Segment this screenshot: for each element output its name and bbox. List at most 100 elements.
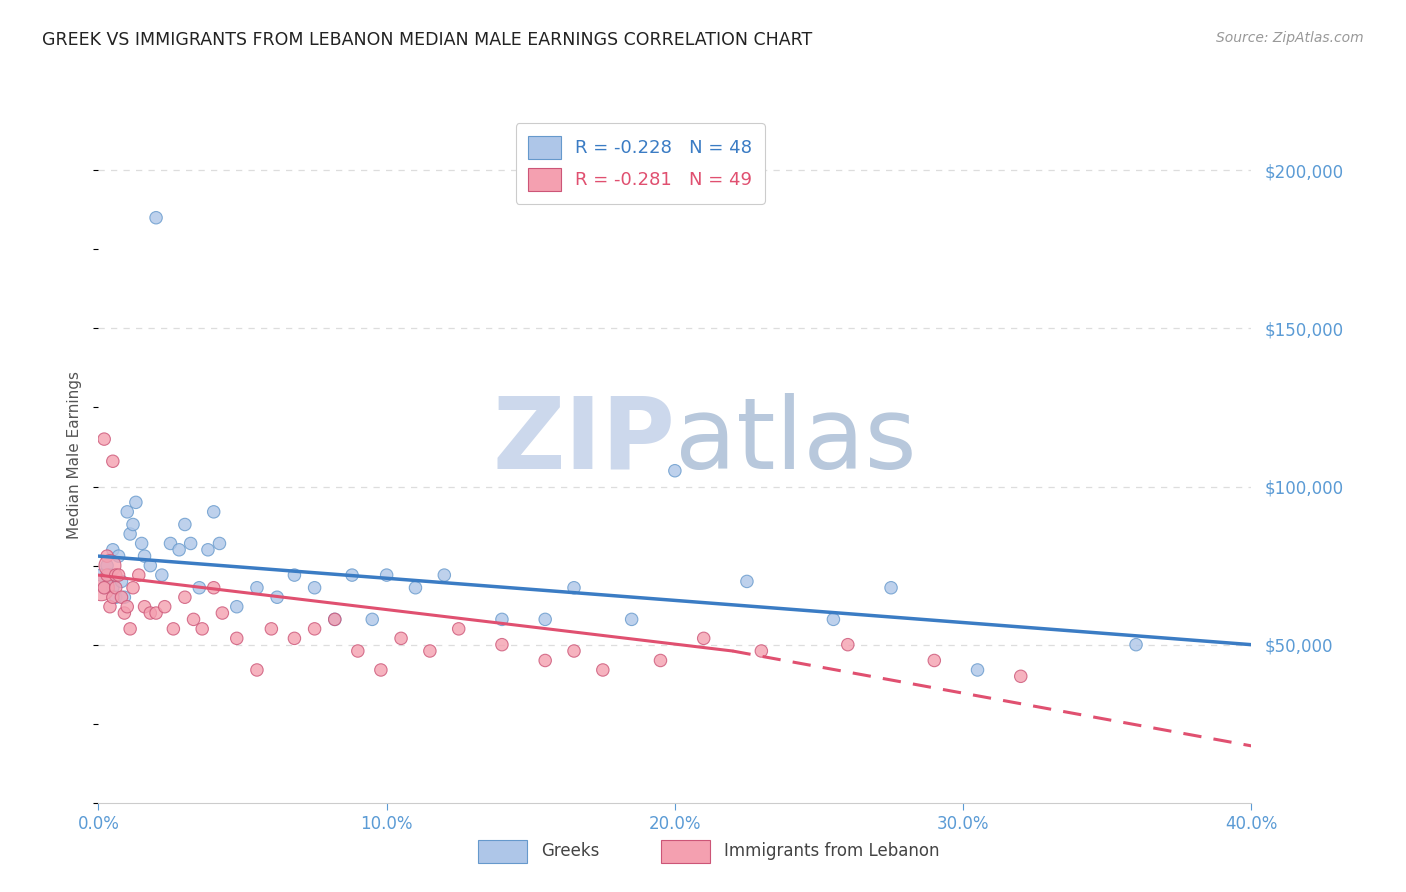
Point — [880, 581, 903, 595]
Point — [191, 622, 214, 636]
Point — [246, 581, 269, 595]
Legend: R = -0.228   N = 48, R = -0.281   N = 49: R = -0.228 N = 48, R = -0.281 N = 49 — [516, 123, 765, 203]
Point — [304, 581, 326, 595]
Point — [180, 536, 202, 550]
Point — [112, 606, 135, 620]
Point — [120, 527, 142, 541]
Point — [283, 568, 305, 582]
Point — [534, 653, 557, 667]
Point — [174, 517, 197, 532]
Point — [664, 464, 686, 478]
Point — [197, 542, 219, 557]
Point — [534, 612, 557, 626]
Point — [117, 599, 139, 614]
Point — [90, 581, 112, 595]
Point — [323, 612, 346, 626]
Point — [93, 432, 115, 446]
Point — [98, 568, 121, 582]
Point — [405, 581, 427, 595]
Point — [389, 632, 412, 646]
Point — [120, 622, 142, 636]
Point — [128, 568, 150, 582]
Point — [96, 568, 118, 582]
Point — [966, 663, 988, 677]
Point — [101, 591, 124, 605]
Point — [620, 612, 643, 626]
Y-axis label: Median Male Earnings: Median Male Earnings — [67, 371, 83, 539]
Point — [202, 581, 225, 595]
Point — [592, 663, 614, 677]
Point — [1010, 669, 1032, 683]
Point — [735, 574, 758, 589]
Text: Immigrants from Lebanon: Immigrants from Lebanon — [724, 842, 939, 860]
Point — [96, 558, 118, 573]
Point — [93, 581, 115, 595]
Point — [375, 568, 398, 582]
Text: Greeks: Greeks — [541, 842, 600, 860]
Point — [922, 653, 945, 667]
Point — [323, 612, 346, 626]
Point — [491, 612, 513, 626]
Point — [134, 549, 156, 563]
Point — [122, 581, 145, 595]
Point — [346, 644, 368, 658]
Point — [751, 644, 773, 658]
Point — [131, 536, 153, 550]
Point — [650, 653, 672, 667]
Point — [93, 581, 115, 595]
Point — [693, 632, 716, 646]
Point — [562, 644, 585, 658]
Point — [110, 574, 132, 589]
Point — [107, 549, 129, 563]
Point — [101, 581, 124, 595]
Point — [167, 542, 190, 557]
Text: Source: ZipAtlas.com: Source: ZipAtlas.com — [1216, 31, 1364, 45]
Point — [110, 591, 132, 605]
Point — [304, 622, 326, 636]
Point — [122, 517, 145, 532]
Point — [139, 558, 162, 573]
Text: GREEK VS IMMIGRANTS FROM LEBANON MEDIAN MALE EARNINGS CORRELATION CHART: GREEK VS IMMIGRANTS FROM LEBANON MEDIAN … — [42, 31, 813, 49]
Point — [174, 591, 197, 605]
Point — [447, 622, 470, 636]
Point — [159, 536, 181, 550]
Point — [107, 568, 129, 582]
Text: atlas: atlas — [675, 392, 917, 490]
Point — [98, 558, 121, 573]
Point — [188, 581, 211, 595]
Point — [117, 505, 139, 519]
Point — [104, 581, 127, 595]
Point — [246, 663, 269, 677]
Point — [491, 638, 513, 652]
Point — [139, 606, 162, 620]
Point — [98, 599, 121, 614]
Point — [202, 505, 225, 519]
Point — [260, 622, 283, 636]
Text: ZIP: ZIP — [492, 392, 675, 490]
Point — [823, 612, 845, 626]
Point — [104, 591, 127, 605]
Point — [90, 568, 112, 582]
Point — [150, 568, 173, 582]
Point — [562, 581, 585, 595]
Point — [208, 536, 231, 550]
Point — [125, 495, 148, 509]
Point — [225, 599, 247, 614]
Point — [145, 606, 167, 620]
Point — [837, 638, 859, 652]
Point — [266, 591, 288, 605]
Point — [370, 663, 392, 677]
Point — [153, 599, 176, 614]
Point — [145, 211, 167, 225]
Point — [361, 612, 384, 626]
Point — [419, 644, 441, 658]
Point — [134, 599, 156, 614]
Point — [101, 454, 124, 468]
Point — [225, 632, 247, 646]
Point — [340, 568, 363, 582]
Point — [1125, 638, 1147, 652]
Point — [101, 542, 124, 557]
Point — [433, 568, 456, 582]
Point — [283, 632, 305, 646]
Point — [211, 606, 233, 620]
